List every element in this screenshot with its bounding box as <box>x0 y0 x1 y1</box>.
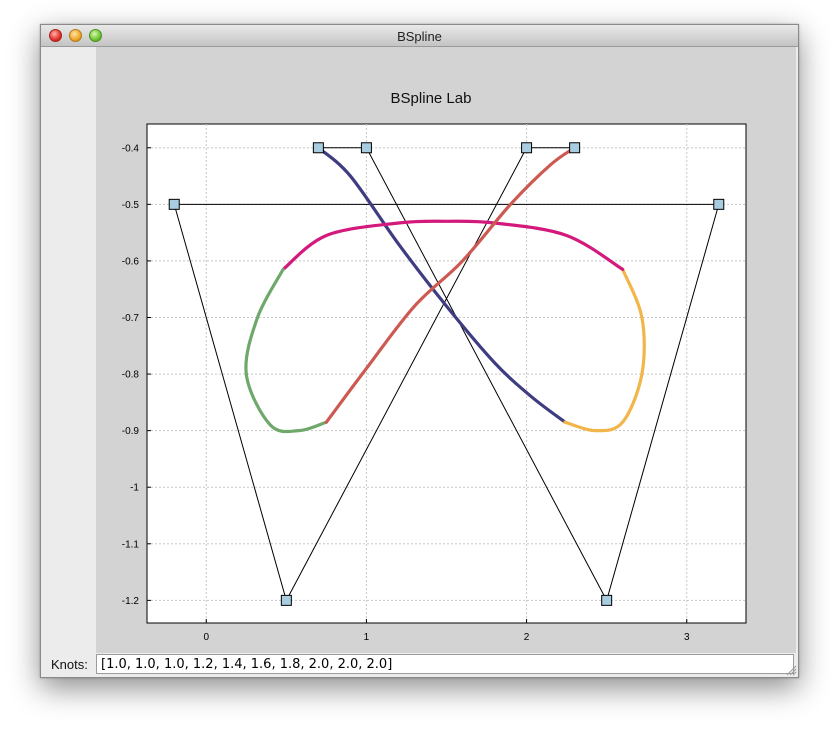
resize-grip-icon[interactable] <box>786 665 797 676</box>
curve-segment-3 <box>281 219 625 271</box>
control-point[interactable] <box>521 142 533 154</box>
curve-segment-1 <box>316 146 567 424</box>
x-tick-label: 3 <box>684 632 690 643</box>
curve-segment-2 <box>563 267 646 433</box>
axis-ticks: 0 1 2 3 -0.4 -0.5 -0.6 -0.7 -0.8 -0.9 -1 -1.1 -1.2 <box>122 143 690 643</box>
control-point[interactable] <box>601 594 613 606</box>
grid-lines <box>147 124 746 623</box>
plot-canvas[interactable]: BSpline Lab 0 1 2 3 -0.4 -0.5 -0.6 -0.7 -0.8 -0.9… <box>96 47 796 653</box>
bspline-curve <box>244 146 646 434</box>
y-tick-label: -0.4 <box>122 143 140 154</box>
control-point[interactable] <box>569 142 581 154</box>
y-tick-label: -1 <box>130 483 139 494</box>
x-tick-label: 1 <box>364 632 370 643</box>
control-point[interactable] <box>713 198 725 210</box>
x-tick-label: 2 <box>524 632 530 643</box>
control-point[interactable] <box>360 142 372 154</box>
control-points[interactable] <box>168 142 725 606</box>
control-point[interactable] <box>168 198 180 210</box>
control-point[interactable] <box>280 594 292 606</box>
title-bar[interactable]: BSpline <box>41 25 798 47</box>
zoom-button[interactable] <box>89 29 102 42</box>
x-tick-label: 0 <box>203 632 209 643</box>
y-tick-label: -1.2 <box>122 596 140 607</box>
curve-segment-4 <box>244 267 328 434</box>
knots-input[interactable] <box>96 654 794 674</box>
y-tick-label: -0.7 <box>122 313 140 324</box>
curve-segment-5 <box>324 146 577 424</box>
bspline-plot[interactable]: BSpline Lab 0 1 2 3 -0.4 -0.5 -0.6 -0.7 -0.8 -0.9… <box>96 47 796 653</box>
y-tick-label: -0.5 <box>122 200 140 211</box>
close-button[interactable] <box>49 29 62 42</box>
y-tick-label: -0.6 <box>122 256 140 267</box>
chart-title: BSpline Lab <box>391 90 472 107</box>
knots-label: Knots: <box>51 657 88 672</box>
plot-area[interactable] <box>146 123 747 624</box>
y-tick-label: -0.9 <box>122 426 140 437</box>
knots-row: Knots: <box>41 653 798 677</box>
window-title: BSpline <box>397 29 442 44</box>
bspline-window: BSpline BSpline Lab 0 1 2 3 -0.4 -0.5 -0.6 -0.7… <box>40 24 799 678</box>
left-panel <box>41 47 96 653</box>
minimize-button[interactable] <box>69 29 82 42</box>
control-point[interactable] <box>312 142 324 154</box>
y-tick-label: -0.8 <box>122 370 140 381</box>
y-tick-label: -1.1 <box>122 539 140 550</box>
